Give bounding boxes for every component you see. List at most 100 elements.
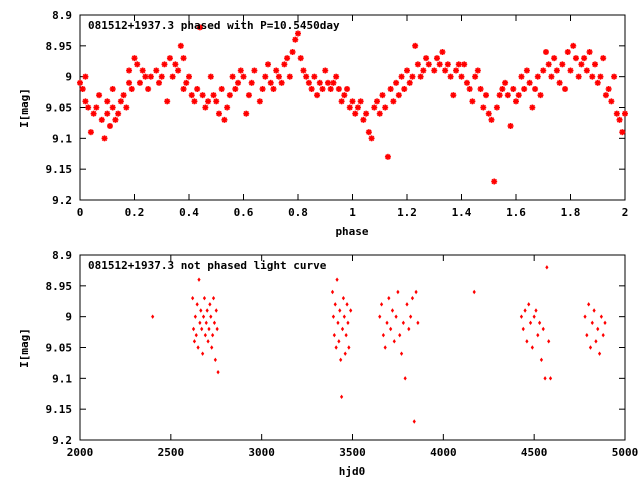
top-data-point bbox=[518, 73, 525, 80]
bottom-data-points bbox=[151, 265, 607, 424]
top-data-point bbox=[523, 67, 530, 74]
top-data-point bbox=[191, 98, 198, 105]
top-data-point bbox=[295, 30, 301, 37]
top-data-point bbox=[371, 104, 378, 111]
bottom-data-point bbox=[207, 326, 211, 332]
top-data-point bbox=[259, 86, 266, 92]
bottom-x-tick-label: 2000 bbox=[67, 446, 94, 459]
top-data-point bbox=[175, 67, 182, 74]
top-data-point bbox=[226, 92, 233, 99]
top-data-point bbox=[354, 104, 361, 111]
top-data-point bbox=[161, 61, 168, 68]
top-data-point bbox=[281, 61, 288, 68]
bottom-y-tick-label: 8.95 bbox=[46, 280, 73, 293]
top-data-point bbox=[134, 61, 141, 68]
bottom-data-point bbox=[191, 326, 196, 332]
bottom-data-point bbox=[392, 339, 396, 344]
bottom-data-point bbox=[387, 295, 391, 301]
bottom-data-point bbox=[340, 394, 344, 400]
top-data-point bbox=[594, 79, 601, 86]
top-data-point bbox=[447, 73, 454, 80]
top-data-point bbox=[286, 73, 293, 80]
top-data-point bbox=[109, 104, 116, 111]
top-data-point bbox=[472, 73, 479, 80]
bottom-data-point bbox=[521, 326, 525, 332]
top-data-point bbox=[303, 73, 310, 80]
top-data-point bbox=[458, 73, 465, 80]
top-data-point bbox=[540, 67, 547, 74]
top-data-point bbox=[273, 67, 280, 74]
top-x-tick-label: 0.2 bbox=[125, 206, 145, 219]
top-data-point bbox=[330, 79, 337, 86]
top-data-point bbox=[382, 104, 389, 111]
bottom-data-point bbox=[209, 314, 213, 319]
bottom-x-tick-label: 3000 bbox=[248, 446, 275, 459]
top-data-point bbox=[390, 98, 397, 105]
top-y-tick-label: 9.05 bbox=[46, 102, 73, 115]
bottom-data-point bbox=[410, 295, 415, 301]
top-data-point bbox=[583, 67, 590, 74]
top-data-point bbox=[491, 178, 498, 185]
top-data-point bbox=[605, 86, 612, 92]
bottom-data-point bbox=[523, 308, 527, 313]
bottom-data-point bbox=[383, 345, 387, 350]
top-data-point bbox=[275, 73, 282, 80]
bottom-data-point bbox=[416, 320, 420, 326]
top-data-point bbox=[526, 79, 533, 86]
top-data-point bbox=[499, 86, 506, 92]
top-data-point bbox=[93, 104, 100, 111]
top-data-point bbox=[562, 86, 569, 92]
top-data-point bbox=[87, 129, 94, 136]
top-x-tick-label: 1.6 bbox=[506, 206, 526, 219]
top-data-point bbox=[139, 67, 146, 74]
top-data-point bbox=[483, 92, 490, 99]
top-data-point bbox=[300, 67, 307, 74]
top-data-point bbox=[477, 86, 484, 92]
bottom-y-tick-label: 9.1 bbox=[52, 372, 72, 385]
top-data-point bbox=[365, 129, 372, 136]
top-data-point bbox=[188, 92, 195, 99]
top-data-point bbox=[156, 79, 163, 86]
top-data-point bbox=[548, 73, 555, 80]
top-data-point bbox=[551, 55, 558, 62]
top-data-point bbox=[496, 92, 503, 99]
top-data-point bbox=[106, 123, 113, 129]
top-data-point bbox=[480, 104, 487, 111]
top-data-point bbox=[597, 73, 604, 80]
top-data-point bbox=[461, 61, 468, 68]
top-data-point bbox=[218, 86, 225, 92]
top-data-point bbox=[123, 104, 130, 111]
top-data-point bbox=[357, 98, 364, 105]
bottom-data-point bbox=[601, 332, 605, 338]
top-data-point bbox=[398, 73, 405, 80]
bottom-data-point bbox=[208, 302, 212, 307]
top-data-point bbox=[474, 67, 481, 74]
top-data-point bbox=[608, 98, 615, 105]
bottom-x-tick-label: 4000 bbox=[430, 446, 457, 459]
top-data-point bbox=[444, 61, 451, 68]
top-data-point bbox=[338, 98, 345, 105]
top-data-point bbox=[493, 104, 500, 111]
top-data-point bbox=[210, 92, 217, 99]
top-data-point bbox=[450, 92, 457, 99]
top-data-point bbox=[346, 104, 353, 111]
top-data-point bbox=[194, 86, 201, 92]
bottom-data-point bbox=[335, 277, 339, 282]
bottom-data-point bbox=[603, 320, 607, 326]
bottom-data-point bbox=[333, 302, 337, 307]
top-data-point bbox=[572, 55, 579, 62]
bottom-data-point bbox=[599, 314, 603, 319]
top-panel: 0 0.2 0.4 0.6 0.8 1 1.2 1.4 1.6 1.8 2 8.9 8.95 9 9.05 9… bbox=[18, 9, 628, 238]
top-data-point bbox=[215, 110, 222, 117]
top-data-point bbox=[513, 98, 519, 105]
top-data-point bbox=[589, 73, 596, 80]
top-data-point bbox=[245, 92, 252, 99]
top-data-point bbox=[581, 55, 588, 62]
bottom-data-point bbox=[347, 345, 351, 350]
bottom-data-point bbox=[597, 351, 602, 356]
top-data-point bbox=[199, 92, 206, 99]
top-data-point bbox=[289, 49, 296, 55]
top-data-point bbox=[521, 86, 528, 92]
bottom-data-point bbox=[536, 332, 540, 338]
bottom-data-point bbox=[151, 314, 155, 319]
